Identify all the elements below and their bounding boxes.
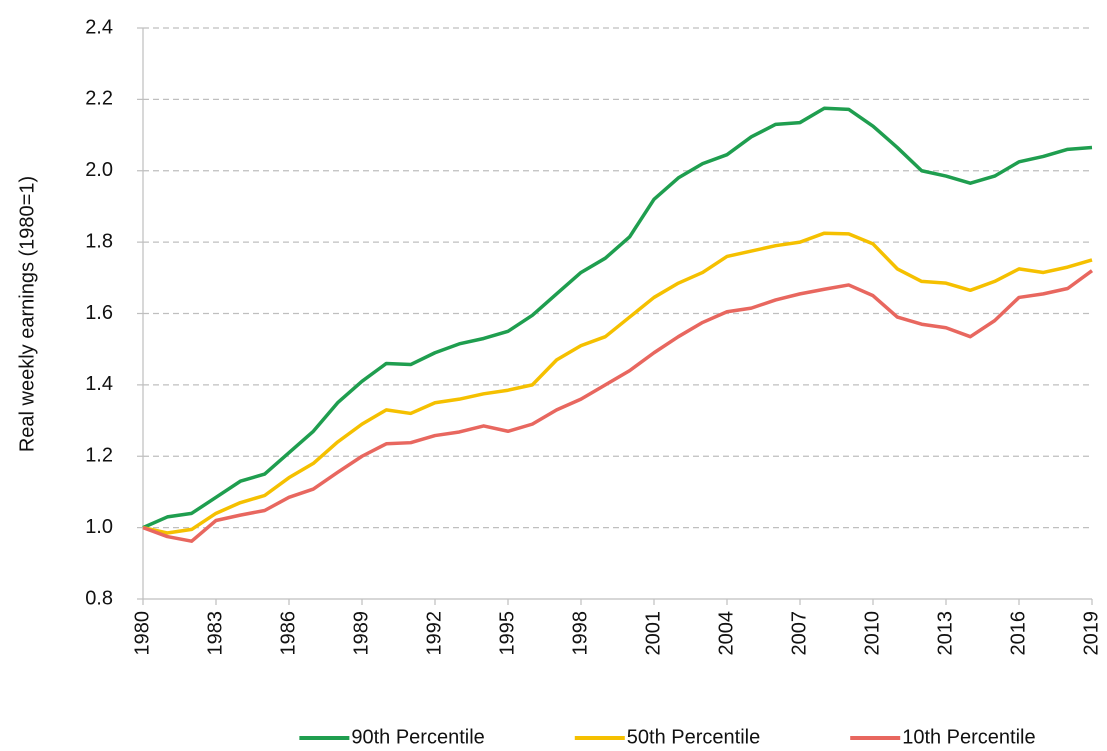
x-tick-label: 2001 — [642, 611, 664, 656]
legend-label: 90th Percentile — [351, 726, 484, 748]
y-tick-label: 2.2 — [85, 88, 113, 110]
y-tick-label: 1.6 — [85, 302, 113, 324]
x-tick-label: 2013 — [934, 611, 956, 656]
y-tick-label: 1.2 — [85, 445, 113, 467]
x-tick-label: 1995 — [496, 611, 518, 656]
x-tick-label: 2004 — [715, 611, 737, 656]
legend-label: 10th Percentile — [902, 726, 1035, 748]
x-tick-label: 2007 — [788, 611, 810, 656]
x-tick-label: 2010 — [861, 611, 883, 656]
x-tick-label: 1983 — [204, 611, 226, 656]
x-tick-label: 1980 — [131, 611, 153, 656]
x-tick-label: 2016 — [1007, 611, 1029, 656]
y-tick-label: 2.0 — [85, 159, 113, 181]
y-axis-label: Real weekly earnings (1980=1) — [16, 176, 38, 452]
legend-label: 50th Percentile — [627, 726, 760, 748]
x-tick-label: 1992 — [423, 611, 445, 656]
y-tick-label: 1.8 — [85, 230, 113, 252]
x-tick-label: 2019 — [1080, 611, 1102, 656]
x-tick-label: 1989 — [350, 611, 372, 656]
line-series — [142, 106, 1093, 530]
y-tick-label: 1.4 — [85, 373, 113, 395]
x-tick-label: 1986 — [277, 611, 299, 656]
y-tick-label: 0.8 — [85, 587, 113, 609]
line-series — [142, 269, 1094, 543]
x-tick-label: 1998 — [569, 611, 591, 656]
y-tick-label: 2.4 — [85, 16, 113, 38]
y-tick-label: 1.0 — [85, 516, 113, 538]
line-series — [142, 231, 1093, 535]
